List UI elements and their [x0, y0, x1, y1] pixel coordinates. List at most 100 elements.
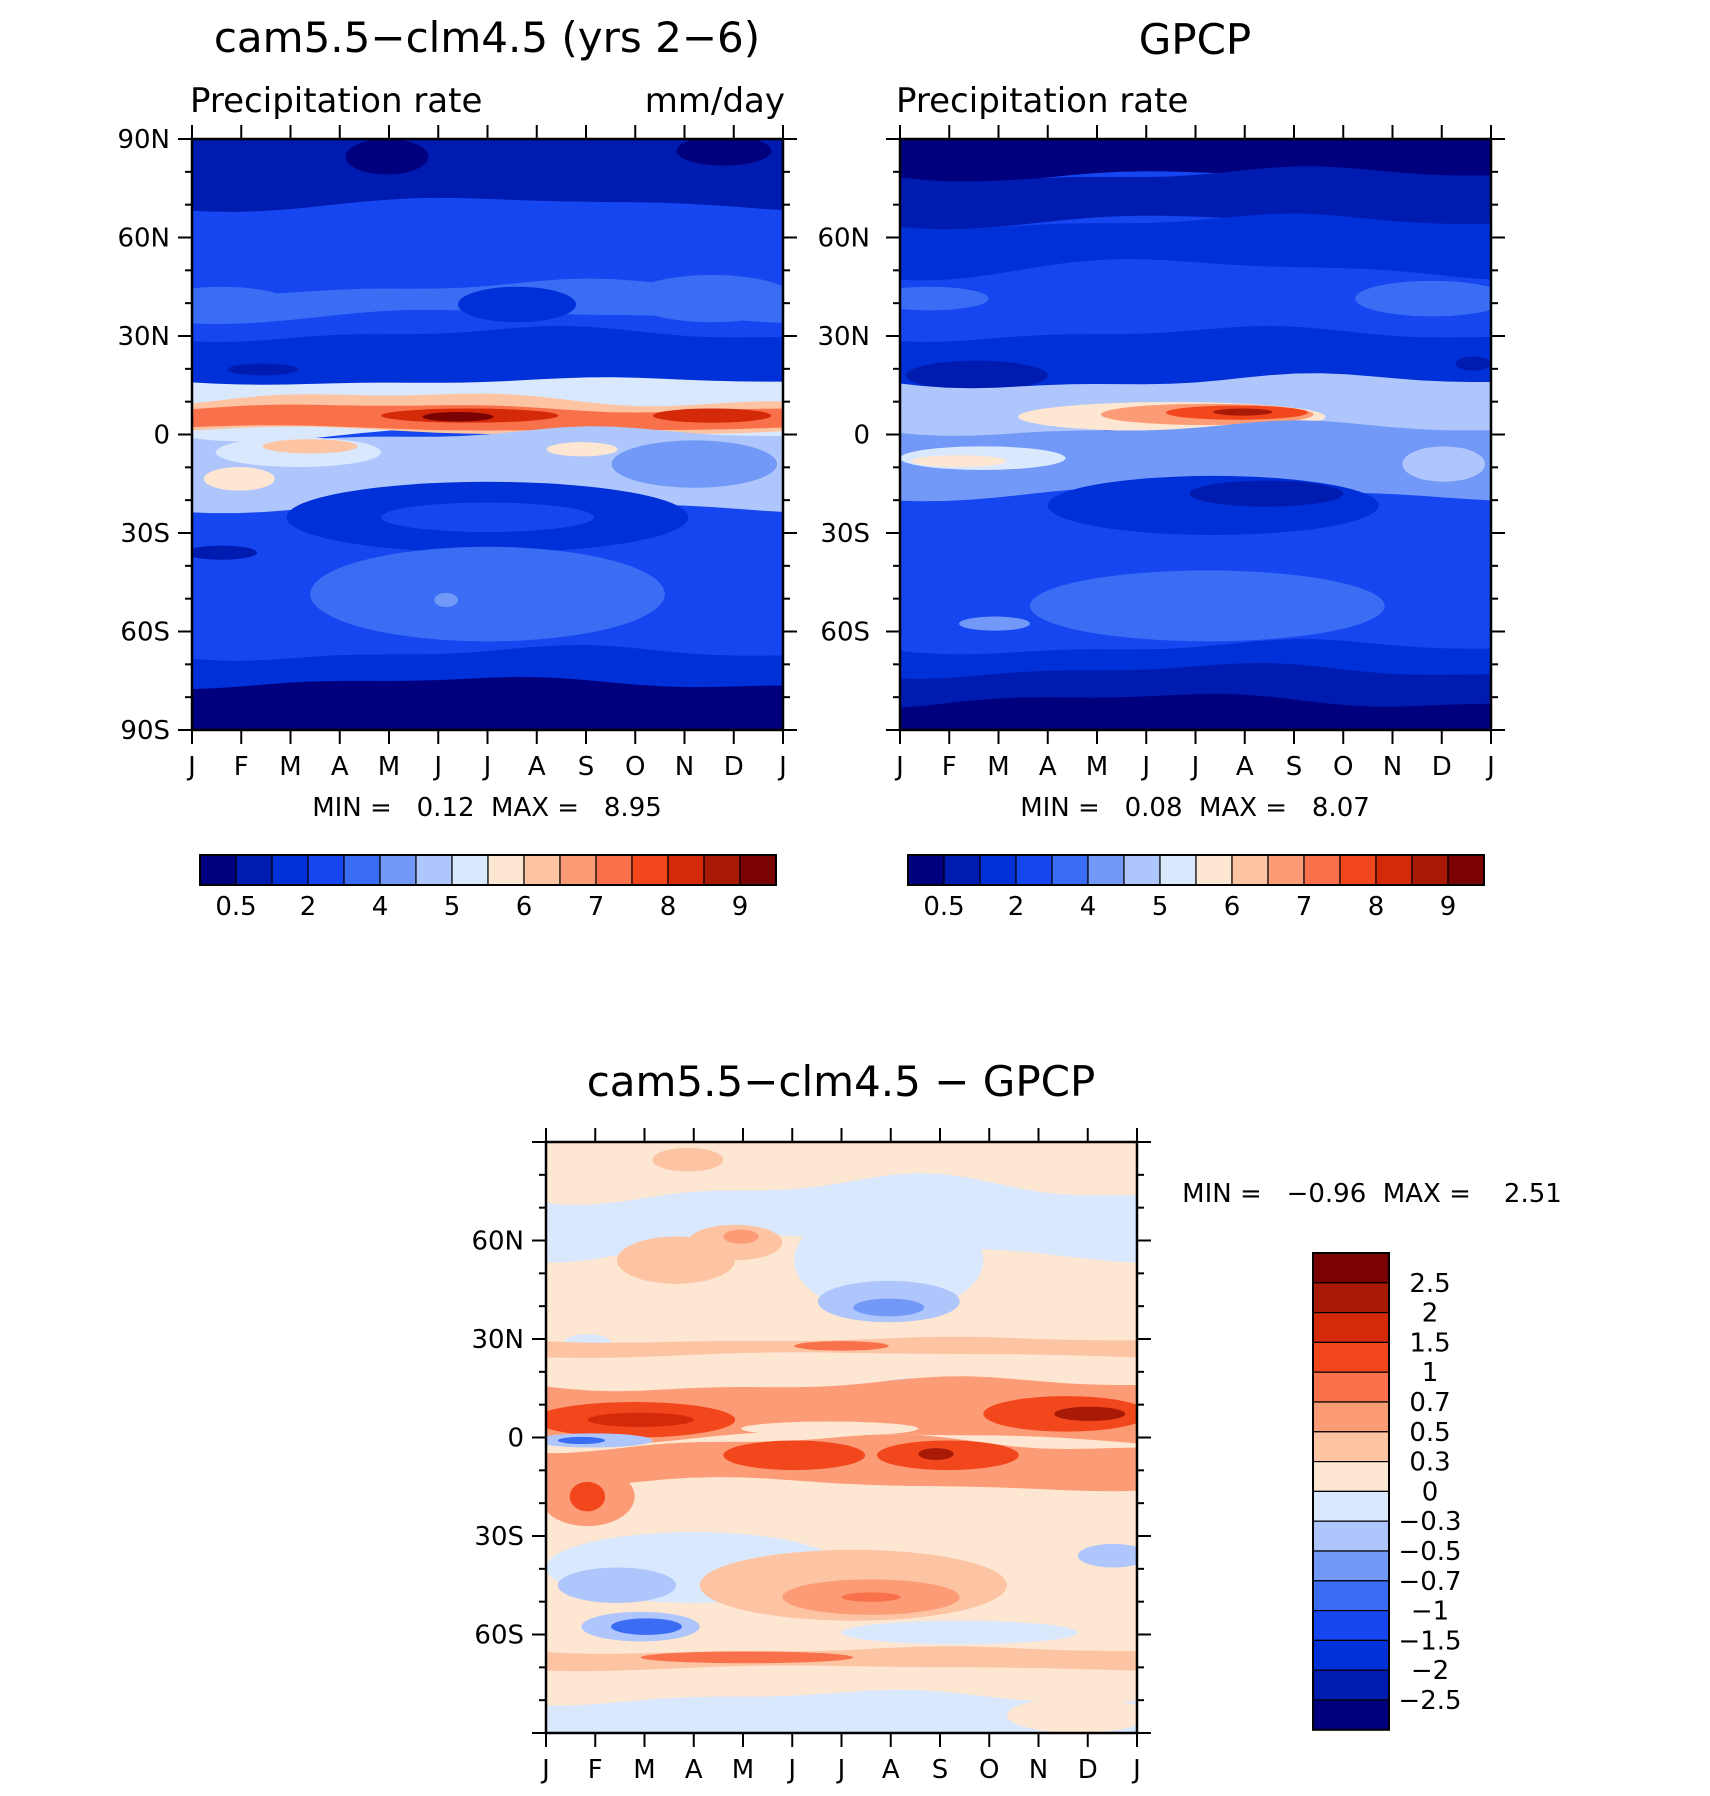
contour-blob-sh-bias: [723, 1440, 866, 1471]
x-tick-label: S: [1286, 752, 1303, 782]
colorbar-label: 2: [300, 892, 317, 922]
colorbar-swatch: [1312, 1252, 1390, 1284]
x-tick-label: F: [942, 752, 957, 782]
contour-blob-spcz-max: [262, 439, 358, 454]
colorbar-label: 4: [372, 892, 389, 922]
panel-model-variable-label: Precipitation rate: [190, 81, 482, 121]
x-tick-label: J: [786, 1755, 796, 1785]
contour-band-sh-tropics: [900, 420, 1491, 502]
y-tick-label: 0: [853, 421, 870, 451]
colorbar-label: −1.5: [1398, 1626, 1461, 1656]
colorbar-outline: [1312, 1252, 1390, 1731]
x-tick-label: M: [987, 752, 1009, 782]
colorbar-swatch: [1312, 1431, 1390, 1463]
colorbar-label: −1: [1411, 1597, 1449, 1627]
contour-blob-nh-storm: [629, 274, 783, 323]
contour-blob-sh: [1402, 446, 1486, 482]
contour-blob-zero: [741, 1421, 919, 1436]
contour-blob-positive-max: [723, 1229, 759, 1244]
colorbar-swatch: [631, 854, 669, 886]
colorbar-swatch: [343, 854, 381, 886]
y-tick-label: 60S: [120, 618, 170, 648]
colorbar-swatch: [1339, 854, 1377, 886]
colorbar-swatch: [1447, 854, 1485, 886]
x-tick-label: J: [1485, 752, 1495, 782]
colorbar-label: −0.3: [1398, 1507, 1461, 1537]
contour-blob-zero: [1007, 1697, 1137, 1733]
colorbar-swatch: [1195, 854, 1233, 886]
colorbar-swatch: [1411, 854, 1449, 886]
panel-obs-stats: MIN = 0.08 MAX = 8.07: [1020, 793, 1370, 823]
contour-blob-negative-max: [853, 1298, 925, 1317]
colorbar-swatch: [559, 854, 597, 886]
colorbar-label: 6: [516, 892, 533, 922]
contour-band-arctic-edge: [900, 166, 1491, 230]
contour-blob-southern-ocean: [1030, 570, 1385, 642]
x-tick-label: S: [932, 1755, 949, 1785]
x-tick-label: J: [186, 752, 196, 782]
colorbar-swatch: [739, 854, 777, 886]
y-tick-label: 60S: [820, 618, 870, 648]
colorbar-label: 0.3: [1409, 1448, 1450, 1478]
contour-blob-sahara: [227, 363, 299, 376]
y-tick-label: 60N: [117, 224, 170, 254]
x-tick-label: A: [331, 752, 349, 782]
x-tick-label: O: [1333, 752, 1353, 782]
colorbar-swatch: [1267, 854, 1305, 886]
contour-blob-itcz-bias-max: [1054, 1406, 1126, 1421]
contour-blob-positive: [652, 1147, 724, 1172]
panel-model-colorbar: 0.5 2 4 5 6 7 8 9: [199, 854, 777, 922]
panel-diff-contour-field: [546, 1142, 1137, 1733]
colorbar-label: 0: [1422, 1477, 1439, 1507]
panel-diff: cam5.5−clm4.5 − GPCP J F M A M J J A S O N D J60N30N…: [471, 1057, 1561, 1785]
contour-band-antarctic-core: [900, 693, 1491, 730]
y-tick-label: 90S: [120, 716, 170, 746]
x-tick-label: J: [482, 752, 492, 782]
y-tick-label: 30N: [117, 322, 170, 352]
contour-blob-negative: [841, 1620, 1078, 1645]
contour-blob-positive-max: [569, 1481, 606, 1512]
x-tick-label: A: [685, 1755, 703, 1785]
x-tick-label: A: [528, 752, 546, 782]
colorbar-swatch: [1303, 854, 1341, 886]
colorbar-swatch: [1015, 854, 1053, 886]
contour-blob-negative-max: [557, 1436, 606, 1445]
colorbar-swatch: [307, 854, 345, 886]
colorbar-swatch: [1312, 1520, 1390, 1552]
contour-blob-southern-ocean-max: [959, 616, 1031, 631]
y-tick-label: 30N: [817, 322, 870, 352]
colorbar-swatch: [199, 854, 237, 886]
contour-blob-negative: [557, 1567, 677, 1603]
x-tick-label: M: [732, 1755, 754, 1785]
colorbar-label: 0.5: [1409, 1418, 1450, 1448]
y-tick-label: 30N: [471, 1325, 524, 1355]
y-tick-label: 0: [507, 1424, 524, 1454]
x-tick-label: A: [1236, 752, 1254, 782]
panel-obs-variable-label: Precipitation rate: [896, 81, 1188, 121]
x-tick-label: N: [675, 752, 694, 782]
colorbar-label: 2.5: [1409, 1269, 1450, 1299]
colorbar-swatch: [1087, 854, 1125, 886]
x-tick-label: F: [234, 752, 249, 782]
contour-blob-positive-max: [794, 1341, 889, 1351]
contour-band-antarctic: [192, 677, 783, 730]
colorbar-swatch: [1231, 854, 1269, 886]
colorbar-swatch: [1312, 1371, 1390, 1403]
x-tick-label: J: [777, 752, 787, 782]
x-tick-label: J: [836, 1755, 846, 1785]
colorbar-swatch: [487, 854, 525, 886]
colorbar-label: 5: [444, 892, 461, 922]
contour-blob-nh-storm: [192, 286, 293, 323]
colorbar-label: 2: [1008, 892, 1025, 922]
contour-blob-nh-storm: [1355, 280, 1491, 317]
colorbar-label: 1.5: [1409, 1328, 1450, 1358]
colorbar-swatch: [1312, 1669, 1390, 1701]
colorbar-swatch: [1312, 1282, 1390, 1314]
contour-blob-sahara: [1455, 356, 1491, 371]
colorbar-swatch: [1375, 854, 1413, 886]
x-tick-label: J: [1140, 752, 1150, 782]
